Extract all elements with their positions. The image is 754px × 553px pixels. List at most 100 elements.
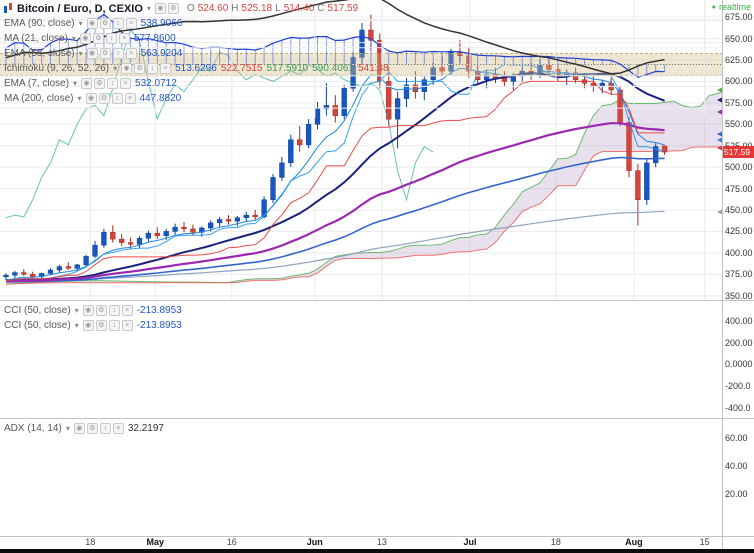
chevron-down-icon[interactable]: ▾ <box>74 306 79 315</box>
chevron-down-icon[interactable]: ▾ <box>78 19 83 28</box>
move-icon[interactable]: ↕ <box>111 93 123 104</box>
panel-resize-handle[interactable] <box>0 418 754 419</box>
open-value: 524.60 <box>197 3 229 14</box>
settings-icon[interactable]: ⚙ <box>98 93 110 104</box>
settings-icon[interactable]: ⚙ <box>134 63 146 74</box>
delete-icon[interactable]: × <box>120 78 132 89</box>
visibility-icon[interactable]: ◉ <box>121 63 133 74</box>
visibility-icon[interactable]: ◉ <box>82 320 94 331</box>
ma-200-line <box>5 210 665 282</box>
settings-icon[interactable]: ⚙ <box>99 48 111 59</box>
chevron-down-icon[interactable]: ▾ <box>71 34 76 43</box>
chevron-down-icon[interactable]: ▾ <box>146 4 151 13</box>
senkou-a-value: 590.4061 <box>312 63 354 74</box>
move-icon[interactable]: ↕ <box>99 423 111 434</box>
indicator-label: CCI (50, close) <box>4 320 71 331</box>
chevron-down-icon[interactable]: ▾ <box>74 321 79 330</box>
symbol-row: Bitcoin / Euro, D, CEXIO ▾ ◉ ⚙ O 524.60 H… <box>4 1 389 16</box>
delete-icon[interactable]: × <box>124 93 136 104</box>
chevron-down-icon[interactable]: ▾ <box>78 49 83 58</box>
settings-icon[interactable]: ⚙ <box>92 33 104 44</box>
indicator-label: MA (21, close) <box>4 33 68 44</box>
chevron-down-icon[interactable]: ▾ <box>113 64 118 73</box>
move-icon[interactable]: ↕ <box>107 78 119 89</box>
open-label: O <box>186 3 195 14</box>
indicator-label: EMA (7, close) <box>4 78 70 89</box>
visibility-icon[interactable]: ◉ <box>82 305 94 316</box>
settings-icon[interactable]: ⚙ <box>95 305 107 316</box>
chevron-down-icon[interactable]: ▾ <box>73 79 78 88</box>
price-tick-label: 425.00 <box>725 226 753 237</box>
indicator-value: 563.9204 <box>140 48 183 59</box>
move-icon[interactable]: ↕ <box>108 320 120 331</box>
price-axis[interactable]: 675.00 650.00 625.00 600.00 575.00 550.00 525.… <box>717 0 754 536</box>
indicator-toolbar: ◉ ⚙ ↕ × <box>86 18 137 29</box>
cci-legend: CCI (50, close) ▾ ◉ ⚙ ↕ × -213.8953 CCI (50… <box>4 303 182 333</box>
symbol-toolbar: ◉ ⚙ <box>154 3 179 14</box>
delete-icon[interactable]: × <box>118 33 130 44</box>
price-tick-label: 675.00 <box>725 12 753 23</box>
move-icon[interactable]: ↕ <box>112 48 124 59</box>
high-value: 525.18 <box>241 3 273 14</box>
tenkan-line <box>5 63 665 282</box>
ema-7-line <box>5 67 665 281</box>
time-axis[interactable]: 18 May 16 Jun 13 Jul 18 Aug 15 <box>0 537 754 549</box>
delete-icon[interactable]: × <box>121 320 133 331</box>
visibility-icon[interactable]: ◉ <box>86 48 98 59</box>
cci-tick-label: 200.00 <box>725 337 753 348</box>
low-value: 514.40 <box>283 3 315 14</box>
time-axis-border <box>0 536 754 537</box>
indicator-toolbar: ◉ ⚙ ↕ × <box>79 33 130 44</box>
visibility-icon[interactable]: ◉ <box>79 33 91 44</box>
symbol-title[interactable]: Bitcoin / Euro, D, CEXIO <box>17 2 143 15</box>
cci-tick-label: -400.0 <box>725 403 751 414</box>
settings-icon[interactable]: ⚙ <box>99 18 111 29</box>
price-legend: Bitcoin / Euro, D, CEXIO ▾ ◉ ⚙ O 524.60 H… <box>4 1 389 106</box>
time-tick-label: 15 <box>699 537 710 547</box>
visibility-icon[interactable]: ◉ <box>86 18 98 29</box>
bottom-strip <box>0 549 754 553</box>
cci-tick-label: 0.0000 <box>725 359 753 370</box>
realtime-label: realtime <box>718 2 751 12</box>
visibility-icon[interactable]: ◉ <box>81 78 93 89</box>
delete-icon[interactable]: × <box>160 63 172 74</box>
indicator-label: EMA (90, close) <box>4 18 75 29</box>
indicator-row-ema55: EMA (55, close) ▾ ◉ ⚙ ↕ × 563.9204 <box>4 46 389 61</box>
price-tick-label: 375.00 <box>725 269 753 280</box>
time-tick-label: Jul <box>463 537 477 547</box>
delete-icon[interactable]: × <box>125 48 137 59</box>
indicator-row-adx: ADX (14, 14) ▾ ◉ ⚙ ↕ × 32.2197 <box>4 421 164 436</box>
visibility-icon[interactable]: ◉ <box>73 423 85 434</box>
delete-icon[interactable]: × <box>121 305 133 316</box>
panel-resize-handle[interactable] <box>0 300 754 301</box>
settings-icon[interactable]: ⚙ <box>94 78 106 89</box>
indicator-value: 538.9066 <box>140 18 183 29</box>
delete-icon[interactable]: × <box>125 18 137 29</box>
move-icon[interactable]: ↕ <box>105 33 117 44</box>
visibility-icon[interactable]: ◉ <box>85 93 97 104</box>
chevron-down-icon[interactable]: ▾ <box>77 94 82 103</box>
settings-icon[interactable]: ⚙ <box>167 3 179 14</box>
indicator-toolbar: ◉ ⚙ ↕ × <box>121 63 172 74</box>
settings-icon[interactable]: ⚙ <box>86 423 98 434</box>
indicator-axis-marker <box>717 109 723 116</box>
high-label: H <box>231 3 239 14</box>
indicator-toolbar: ◉ ⚙ ↕ × <box>81 78 132 89</box>
realtime-status: ● realtime <box>712 2 751 12</box>
price-tick-label: 400.00 <box>725 247 753 258</box>
move-icon[interactable]: ↕ <box>112 18 124 29</box>
delete-icon[interactable]: × <box>112 423 124 434</box>
indicator-toolbar: ◉ ⚙ ↕ × <box>73 423 124 434</box>
move-icon[interactable]: ↕ <box>147 63 159 74</box>
indicator-row-ema90: EMA (90, close) ▾ ◉ ⚙ ↕ × 538.9066 <box>4 16 389 31</box>
indicator-row-ma200: MA (200, close) ▾ ◉ ⚙ ↕ × 447.8820 <box>4 91 389 106</box>
time-tick-label: 18 <box>550 537 561 547</box>
visibility-icon[interactable]: ◉ <box>154 3 166 14</box>
indicator-row-ema7: EMA (7, close) ▾ ◉ ⚙ ↕ × 532.0712 <box>4 76 389 91</box>
cci-tick-label: -200.0 <box>725 381 751 392</box>
move-icon[interactable]: ↕ <box>108 305 120 316</box>
last-price-badge: 517.59 <box>722 146 754 159</box>
settings-icon[interactable]: ⚙ <box>95 320 107 331</box>
chevron-down-icon[interactable]: ▾ <box>65 424 70 433</box>
price-chart[interactable] <box>0 0 722 300</box>
